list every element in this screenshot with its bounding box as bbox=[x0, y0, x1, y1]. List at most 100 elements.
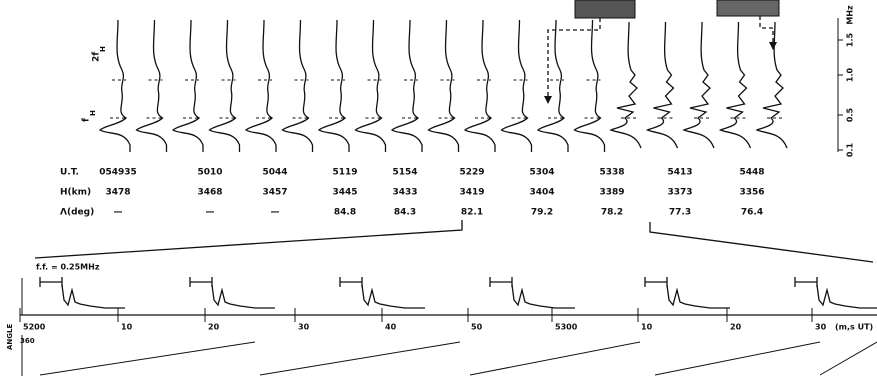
cell: 3356 bbox=[739, 188, 764, 198]
pulse bbox=[362, 285, 425, 308]
trace bbox=[137, 20, 167, 152]
cell: 82.1 bbox=[461, 208, 483, 218]
trace bbox=[538, 20, 568, 152]
dashed-arrow bbox=[760, 16, 773, 46]
row-label: U.T. bbox=[60, 168, 79, 178]
cell: 3433 bbox=[392, 188, 417, 198]
trace bbox=[721, 22, 751, 148]
cell: — bbox=[206, 208, 215, 218]
trace bbox=[465, 20, 495, 152]
cell: 5338 bbox=[599, 168, 624, 178]
spectra-traces bbox=[100, 20, 787, 152]
cell: 5119 bbox=[332, 168, 357, 178]
cell: 3404 bbox=[529, 188, 554, 198]
ramp bbox=[470, 342, 640, 375]
trace bbox=[392, 20, 422, 152]
gyro-label: f bbox=[82, 118, 92, 122]
cell: 84.3 bbox=[394, 208, 416, 218]
bracket bbox=[490, 277, 512, 287]
trace bbox=[502, 20, 532, 152]
trace bbox=[575, 20, 605, 152]
cell: 3389 bbox=[599, 188, 624, 198]
arrow-head bbox=[769, 42, 777, 50]
trace bbox=[356, 20, 386, 152]
trace bbox=[757, 22, 787, 148]
time-label: 20 bbox=[208, 323, 220, 332]
time-label: 20 bbox=[730, 323, 742, 332]
ramp bbox=[260, 342, 460, 375]
time-label: 50 bbox=[471, 323, 483, 332]
freq-axis-labels: 0.1 0.5 1.0 1.5 MHz bbox=[838, 5, 855, 157]
cell: 5304 bbox=[529, 168, 554, 178]
harmonic-label: 2f bbox=[92, 52, 102, 62]
trace bbox=[429, 20, 459, 152]
ramp bbox=[40, 342, 255, 375]
cell: 5154 bbox=[392, 168, 417, 178]
time-label: 30 bbox=[815, 323, 827, 332]
cell: 84.8 bbox=[334, 208, 356, 218]
cell: 3419 bbox=[459, 188, 484, 198]
time-label: 5200 bbox=[23, 323, 46, 332]
row-label: H(km) bbox=[60, 188, 91, 198]
cell: 79.2 bbox=[531, 208, 553, 218]
cell: 054935 bbox=[99, 168, 137, 178]
cell: — bbox=[271, 208, 280, 218]
bracket bbox=[340, 277, 362, 287]
bracket bbox=[645, 277, 667, 287]
time-label: 10 bbox=[641, 323, 653, 332]
connector bbox=[35, 220, 462, 258]
time-label: 5300 bbox=[555, 323, 578, 332]
trace bbox=[319, 20, 349, 152]
freq-label: 1.5 bbox=[846, 32, 855, 47]
pulse bbox=[667, 285, 730, 308]
cell: 3457 bbox=[262, 188, 287, 198]
ramp bbox=[655, 342, 820, 375]
pulse bbox=[817, 285, 877, 308]
pulse bbox=[212, 285, 275, 308]
cell: 76.4 bbox=[741, 208, 763, 218]
cell: 3468 bbox=[197, 188, 222, 198]
cell: 3373 bbox=[667, 188, 692, 198]
pulse bbox=[512, 285, 575, 308]
trace bbox=[173, 20, 203, 152]
cell: 3445 bbox=[332, 188, 357, 198]
freq-unit: MHz bbox=[846, 5, 855, 25]
arrow-head bbox=[544, 96, 552, 104]
angle-title: ANGLE bbox=[6, 324, 14, 350]
ramp bbox=[820, 342, 877, 375]
freq-label: 1.0 bbox=[846, 67, 855, 82]
time-unit: (m,s UT) bbox=[835, 323, 873, 332]
trace bbox=[210, 20, 240, 152]
harmonic-sub: H bbox=[99, 46, 107, 52]
bracket bbox=[40, 277, 62, 287]
angle-ramps bbox=[40, 342, 877, 375]
cell: — bbox=[114, 208, 123, 218]
row-label: Λ(deg) bbox=[60, 208, 94, 218]
cell: 3478 bbox=[105, 188, 130, 198]
bracket bbox=[795, 277, 817, 287]
time-label: 10 bbox=[121, 323, 133, 332]
trace bbox=[611, 22, 641, 148]
time-label: 30 bbox=[298, 323, 310, 332]
cell: 5044 bbox=[262, 168, 287, 178]
time-label: 40 bbox=[385, 323, 397, 332]
cell: 5448 bbox=[739, 168, 764, 178]
trace bbox=[246, 20, 276, 152]
freq-label: 0.5 bbox=[846, 107, 855, 122]
freq-label: 0.1 bbox=[846, 142, 855, 157]
figure: 2f H f H 0.10.51.01.5MHz U.T.05493550105… bbox=[0, 0, 877, 376]
pulse bbox=[62, 285, 125, 308]
bracket bbox=[190, 277, 212, 287]
cell: 5229 bbox=[459, 168, 484, 178]
trace bbox=[283, 20, 313, 152]
trace bbox=[648, 22, 678, 148]
cell: 78.2 bbox=[601, 208, 623, 218]
pulse-traces bbox=[40, 277, 877, 308]
inset-spectrogram bbox=[575, 0, 635, 18]
cell: 5413 bbox=[667, 168, 692, 178]
trace bbox=[684, 22, 714, 148]
pulse-label: f.f. = 0.25MHz bbox=[36, 263, 100, 272]
inset-spectrogram bbox=[717, 0, 779, 16]
connector bbox=[650, 222, 873, 262]
